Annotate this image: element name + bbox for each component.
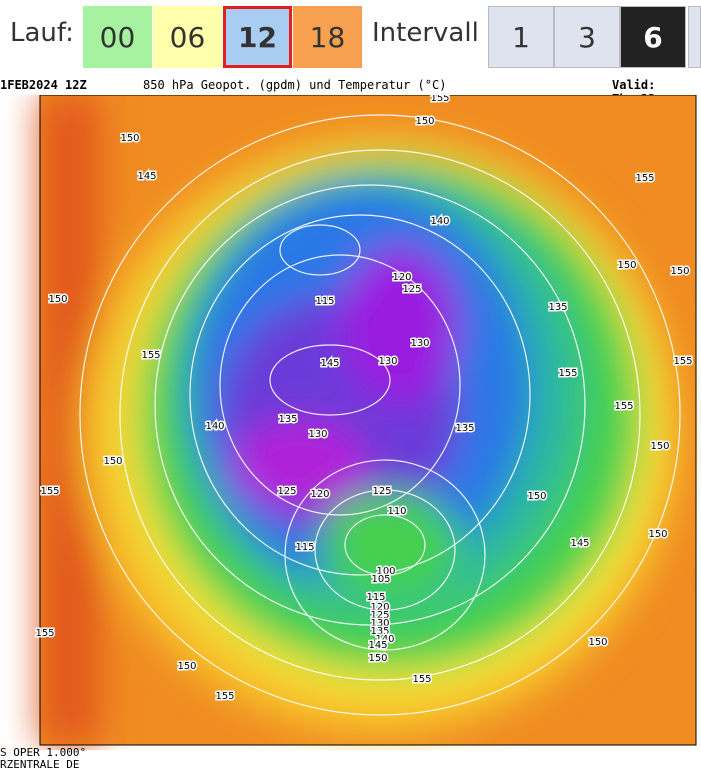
contour-label: 140 xyxy=(375,634,394,645)
model-label: S OPER 1.000° xyxy=(0,746,87,759)
contour-label: 145 xyxy=(137,171,156,182)
contour-label: 135 xyxy=(455,423,474,434)
run-button[interactable]: 06 xyxy=(153,6,222,68)
run-button[interactable]: 18 xyxy=(293,6,362,68)
contour-label: 100 xyxy=(376,566,395,577)
contour-label: 120 xyxy=(392,272,411,283)
contour-label: 125 xyxy=(277,486,296,497)
contour-label: 145 xyxy=(368,640,387,651)
contour-label: 120 xyxy=(310,489,329,500)
contour-label: 105 xyxy=(371,574,390,585)
toolbar: Lauf: Intervall 00 06 12 18 1 3 6 xyxy=(0,0,701,72)
interval-button[interactable] xyxy=(688,6,701,68)
contour-label: 155 xyxy=(635,173,654,184)
run-info: 1FEB2024 12Z xyxy=(0,78,87,92)
contour-label: 155 xyxy=(430,95,449,104)
contour-label: 145 xyxy=(320,358,339,369)
contour-label: 115 xyxy=(295,542,314,553)
contour-label: 150 xyxy=(415,116,434,127)
contour-label: 120 xyxy=(370,602,389,613)
contour-label: 115 xyxy=(315,296,334,307)
contour-label: 155 xyxy=(412,674,431,685)
contour-label: 150 xyxy=(177,661,196,672)
contour-label: 125 xyxy=(402,284,421,295)
weather-map: 1551501501451401551501501501201251151351… xyxy=(34,95,697,746)
contour-label: 150 xyxy=(368,653,387,664)
contour-label: 130 xyxy=(378,356,397,367)
map-header: 1FEB2024 12Z 850 hPa Geopot. (gpdm) und … xyxy=(0,78,701,106)
contour-label: 150 xyxy=(588,637,607,648)
source-label: RZENTRALE DE xyxy=(0,758,80,771)
contour-label: 150 xyxy=(650,441,669,452)
contour-label: 125 xyxy=(372,486,391,497)
contour-label: 150 xyxy=(527,491,546,502)
contour-label: 150 xyxy=(103,456,122,467)
contour-label: 150 xyxy=(617,260,636,271)
contour-label: 155 xyxy=(614,401,633,412)
contour-label: 130 xyxy=(410,338,429,349)
run-button[interactable]: 12 xyxy=(223,6,292,68)
contour-label: 140 xyxy=(205,421,224,432)
interval-button[interactable]: 6 xyxy=(620,6,686,68)
contour-label: 150 xyxy=(120,133,139,144)
contour-label: 150 xyxy=(48,294,67,305)
contour-label: 135 xyxy=(370,626,389,637)
contour-label: 130 xyxy=(308,429,327,440)
contour-label: 155 xyxy=(35,628,54,639)
contour-label: 155 xyxy=(673,356,692,367)
contour-label: 155 xyxy=(558,368,577,379)
contour-label: 110 xyxy=(387,506,406,517)
contour-label: 145 xyxy=(570,538,589,549)
run-label: Lauf: xyxy=(10,18,74,48)
contour-label: 125 xyxy=(370,610,389,621)
interval-button[interactable]: 3 xyxy=(554,6,620,68)
contour-label: 130 xyxy=(370,618,389,629)
contour-label: 150 xyxy=(670,266,689,277)
run-button[interactable]: 00 xyxy=(83,6,152,68)
interval-button[interactable]: 1 xyxy=(488,6,554,68)
contour-label: 155 xyxy=(141,350,160,361)
map-title: 850 hPa Geopot. (gpdm) und Temperatur (°… xyxy=(143,78,447,92)
contour-label: 135 xyxy=(548,302,567,313)
contour-label: 115 xyxy=(366,592,385,603)
contour-label: 150 xyxy=(648,529,667,540)
contour-label: 155 xyxy=(215,691,234,702)
interval-label: Intervall xyxy=(372,18,479,48)
contour-label: 155 xyxy=(40,486,59,497)
contour-label: 140 xyxy=(430,216,449,227)
contour-label: 135 xyxy=(278,414,297,425)
